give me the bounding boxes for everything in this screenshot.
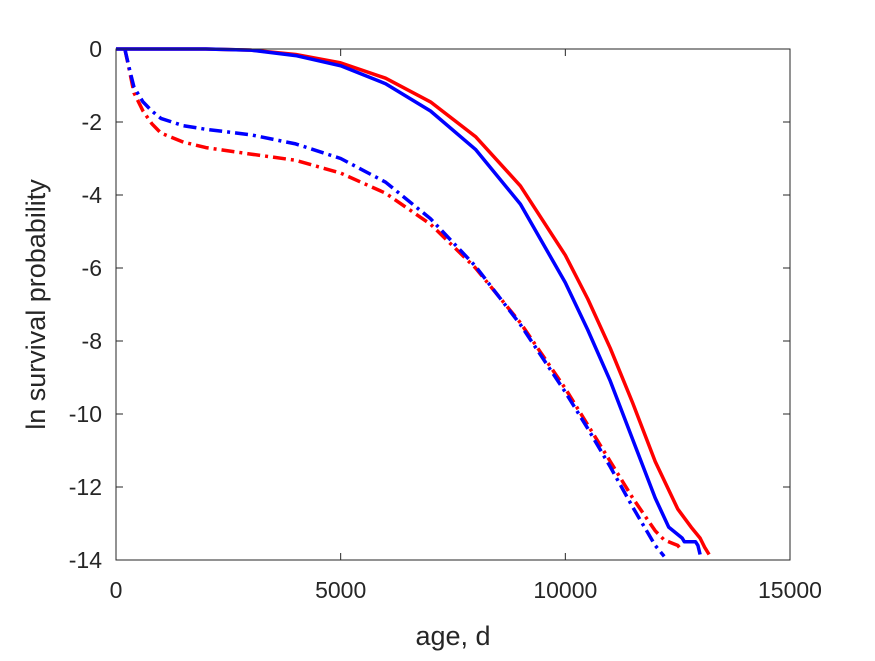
series-line-1 (116, 47, 711, 556)
x-tick-label: 0 (110, 577, 123, 603)
x-tick-label: 10000 (533, 577, 597, 603)
y-tick-label: 0 (89, 36, 102, 62)
y-ticks-group: 0 -2 -4 -6 -8 -10 -12 -14 (69, 36, 790, 573)
y-tick-label: -14 (69, 547, 102, 573)
series-line-4 (123, 49, 666, 558)
y-tick-label: -10 (69, 401, 102, 427)
y-tick-label: -4 (82, 182, 103, 208)
x-tick-label: 5000 (315, 577, 366, 603)
y-tick-label: -8 (82, 328, 102, 354)
series-line-2 (116, 47, 702, 555)
x-tick-label: 15000 (758, 577, 822, 603)
y-tick-label: -2 (82, 109, 102, 135)
plot-series-group (116, 47, 711, 558)
plot-frame (115, 48, 791, 561)
series-line-3 (123, 49, 684, 553)
y-tick-label: -12 (69, 474, 102, 500)
x-ticks-group: 0 5000 10000 15000 (110, 49, 822, 603)
x-axis-label: age, d (415, 621, 490, 651)
y-axis-label: ln survival probability (21, 179, 51, 430)
y-tick-label: -6 (82, 255, 102, 281)
